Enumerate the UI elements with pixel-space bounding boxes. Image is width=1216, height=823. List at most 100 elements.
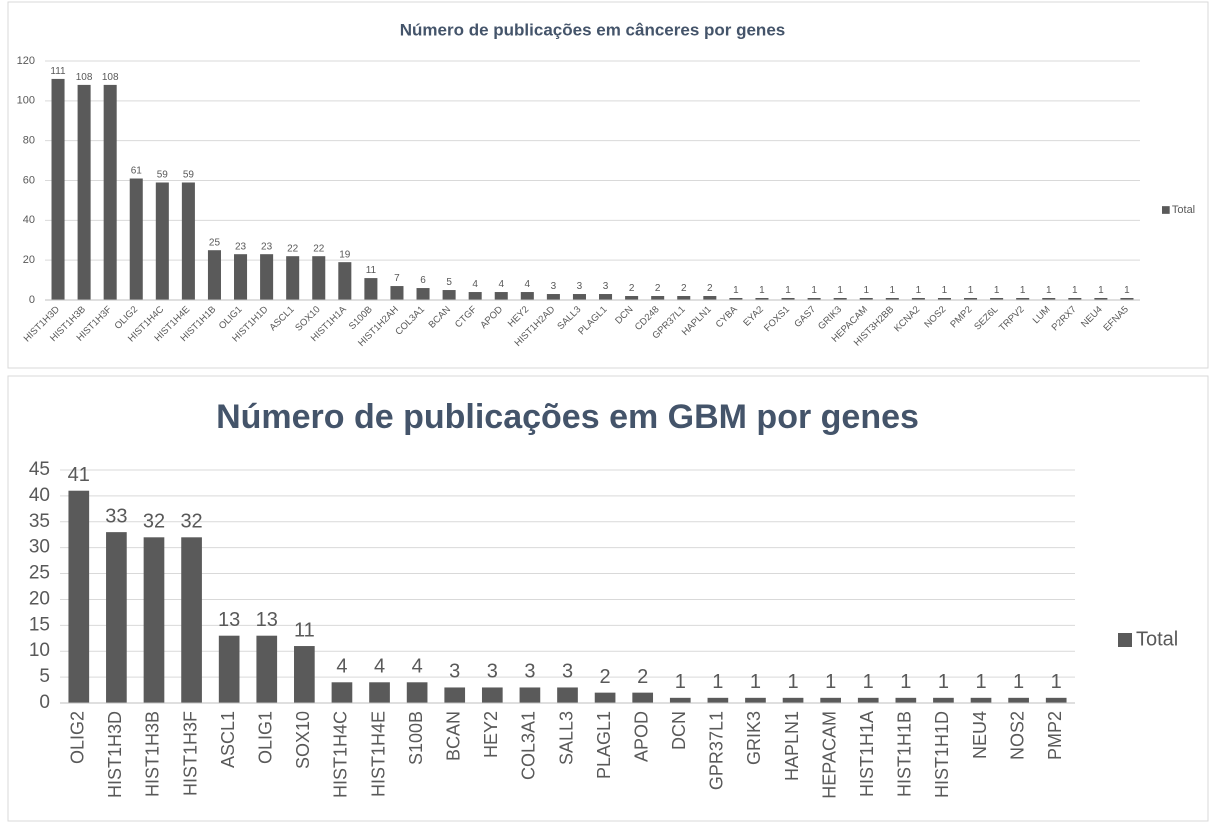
data-label: 3 (487, 661, 498, 683)
data-label: 1 (994, 285, 1000, 296)
bar (406, 682, 428, 703)
data-label: 2 (655, 283, 661, 294)
bar (857, 697, 879, 703)
data-label: 1 (938, 671, 949, 693)
x-tick-label: HIST1H4C (331, 711, 351, 798)
bar (129, 178, 143, 300)
data-label: 22 (313, 243, 325, 254)
data-label: 33 (105, 505, 127, 527)
y-tick-label: 40 (23, 214, 35, 226)
bar (895, 697, 917, 703)
x-tick-label: CYBA (714, 304, 741, 331)
data-label: 59 (157, 170, 169, 181)
x-tick-label: P2RX7 (1050, 304, 1079, 333)
data-label: 1 (968, 285, 974, 296)
y-tick-label: 20 (29, 588, 50, 609)
bar (707, 697, 729, 703)
data-label: 1 (916, 285, 922, 296)
bar (416, 288, 430, 300)
x-tick-label: TRPV2 (997, 304, 1026, 333)
data-label: 32 (180, 511, 202, 533)
x-tick-label: PMP2 (948, 304, 974, 330)
bar (338, 262, 352, 300)
data-label: 2 (600, 666, 611, 688)
y-tick-label: 100 (17, 95, 35, 107)
x-tick-label: S100B (406, 711, 426, 765)
data-label: 1 (837, 285, 843, 296)
data-label: 1 (811, 285, 817, 296)
data-label: 108 (76, 72, 93, 83)
data-label: 41 (68, 464, 90, 486)
data-label: 4 (412, 656, 423, 678)
bar (51, 78, 65, 300)
data-label: 25 (209, 237, 221, 248)
data-label: 4 (472, 279, 478, 290)
data-label: 11 (294, 619, 315, 641)
x-tick-label: BCAN (443, 711, 463, 761)
x-tick-label: OLIG1 (256, 711, 276, 764)
x-tick-label: HIST1H3D (105, 711, 125, 798)
y-tick-label: 20 (23, 254, 35, 266)
data-label: 2 (637, 666, 648, 688)
chart-title: Número de publicações em cânceres por ge… (400, 20, 785, 39)
data-label: 1 (942, 285, 948, 296)
data-label: 1 (1124, 285, 1130, 296)
x-tick-label: SEZ6L (972, 304, 1000, 332)
data-label: 13 (218, 609, 240, 631)
data-label: 1 (733, 285, 739, 296)
data-label: 3 (551, 281, 557, 292)
bar (572, 294, 586, 300)
bar (1094, 298, 1108, 300)
data-label: 61 (131, 166, 143, 177)
data-label: 1 (1072, 285, 1078, 296)
x-tick-label: HEPACAM (819, 711, 839, 799)
bar (331, 682, 353, 703)
bar (519, 687, 541, 703)
bar (970, 697, 992, 703)
data-label: 13 (256, 609, 278, 631)
x-tick-label: COL3A1 (519, 711, 539, 780)
data-label: 22 (287, 243, 299, 254)
data-label: 1 (825, 671, 836, 693)
chart-title: Número de publicações em GBM por genes (216, 398, 919, 436)
bar (625, 296, 639, 300)
x-tick-label: CTGF (453, 304, 479, 330)
x-tick-label: HIST1H1D (932, 711, 952, 798)
bar (468, 292, 482, 300)
x-tick-label: OLIG2 (68, 711, 88, 764)
x-tick-label: DCN (613, 304, 635, 326)
data-label: 1 (712, 671, 723, 693)
data-label: 2 (707, 283, 713, 294)
data-label: 1 (863, 671, 874, 693)
bar (781, 298, 795, 300)
bar (77, 84, 91, 301)
data-label: 111 (50, 66, 66, 77)
data-label: 23 (261, 241, 273, 252)
x-tick-label: LUM (1031, 304, 1053, 326)
bar (820, 697, 841, 703)
x-tick-label: GAS7 (792, 304, 818, 330)
data-label: 4 (336, 656, 347, 678)
bar (933, 697, 954, 703)
bar (677, 296, 691, 300)
data-label: 1 (1046, 285, 1052, 296)
bar (207, 250, 221, 300)
x-tick-label: HIST1H3F (180, 711, 200, 796)
y-tick-label: 35 (29, 511, 50, 532)
bar (1120, 298, 1134, 300)
legend-label: Total (1136, 628, 1178, 650)
x-tick-label: HEY2 (481, 711, 501, 758)
data-label: 3 (449, 661, 460, 683)
y-tick-label: 30 (29, 537, 50, 558)
y-tick-label: 0 (29, 294, 35, 306)
bar (181, 537, 202, 703)
data-label: 59 (183, 170, 195, 181)
chart-frame (7, 1, 1209, 369)
y-tick-label: 45 (29, 459, 50, 480)
data-label: 4 (374, 656, 385, 678)
y-tick-label: 40 (29, 485, 50, 506)
y-tick-label: 10 (29, 640, 50, 661)
bar (833, 298, 847, 300)
x-tick-label: PLAGL1 (594, 711, 614, 779)
